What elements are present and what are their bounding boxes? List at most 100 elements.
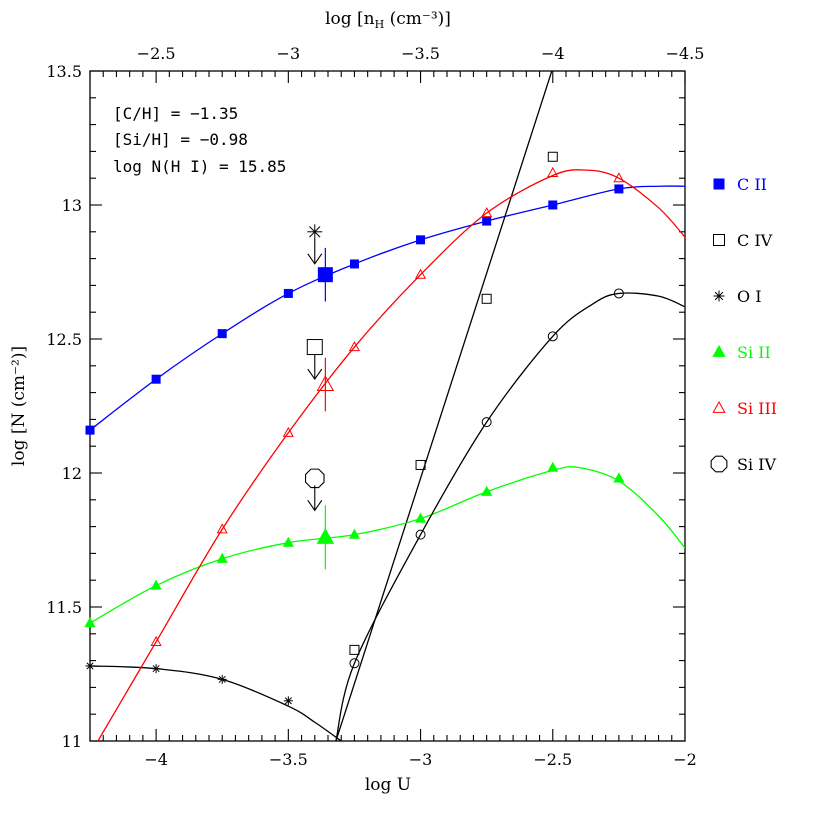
point-si-ii [282, 536, 294, 547]
point-c-iv [415, 459, 426, 470]
legend-label-si-iii: Si III [737, 399, 777, 418]
legend-marker-si-ii [712, 344, 726, 357]
point-c-ii [614, 184, 624, 194]
point-si-iv [613, 288, 624, 299]
point-si-iv [481, 417, 492, 428]
x-tick-label: −3 [409, 750, 433, 769]
point-o-i [151, 664, 161, 674]
top-tick-label: −3 [277, 44, 301, 63]
point-si-iv [415, 529, 426, 540]
upper-limit-arrowhead [307, 500, 323, 512]
legend-label-si-iv: Si IV [737, 455, 776, 474]
model-curves [90, 71, 685, 741]
curve-o-i [90, 665, 342, 741]
legend-label-o-i: O I [737, 287, 762, 306]
point-si-ii [547, 461, 559, 472]
legend-label-c-iv: C IV [737, 231, 773, 250]
point-si-iii [216, 523, 228, 534]
point-o-i [85, 661, 95, 671]
point-si-ii [84, 617, 96, 628]
point-c-iv [547, 151, 558, 162]
point-si-ii [481, 485, 493, 496]
x-tick-label: −4 [144, 750, 168, 769]
x-axis-label: log U [365, 775, 411, 795]
upper-limit-si-iv [304, 468, 325, 489]
y-tick-label: 13.5 [46, 62, 82, 81]
observed-c-ii [317, 267, 333, 283]
upper-limit-o-i [307, 224, 323, 240]
legend-label-si-ii: Si II [737, 343, 771, 362]
point-si-ii [348, 528, 361, 539]
asterisk-stroke [152, 665, 160, 673]
point-c-ii [416, 235, 426, 245]
point-o-i [217, 674, 227, 684]
point-c-ii [85, 425, 95, 435]
curve-si-iv [335, 292, 685, 741]
x-tick-label: −2 [673, 750, 697, 769]
annotation-nhi: log N(H I) = 15.85 [113, 157, 286, 176]
legend-marker-c-iv [713, 234, 725, 246]
point-si-iii [613, 172, 625, 183]
legend-marker-si-iii [712, 400, 726, 413]
x-tick-label: −2.5 [533, 750, 572, 769]
point-si-iv [349, 658, 360, 669]
y-tick-label: 12.5 [46, 330, 82, 349]
point-c-iv [481, 293, 492, 304]
point-si-iii [282, 426, 294, 437]
top-tick-label: −4.5 [666, 44, 705, 63]
curve-si-iii [97, 169, 685, 741]
y-tick-label: 13 [62, 196, 82, 215]
legend-marker-si-iv [710, 455, 728, 473]
curve-c-iv [335, 71, 553, 741]
upper-limit-arrowhead [307, 253, 323, 265]
point-si-iii [414, 268, 427, 279]
x-tick-label: −3.5 [269, 750, 308, 769]
upper-limit-arrowhead [307, 368, 323, 380]
point-si-iii [150, 635, 162, 646]
point-c-ii [548, 200, 558, 210]
curve-c-ii [90, 185, 685, 431]
point-c-ii [151, 374, 161, 384]
observed-si-ii [316, 528, 335, 544]
top-tick-label: −3.5 [401, 44, 440, 63]
point-si-iv [547, 331, 558, 342]
y-tick-label: 11.5 [46, 598, 82, 617]
top-tick-label: −2.5 [137, 44, 176, 63]
point-c-ii [283, 288, 293, 298]
point-si-ii [216, 552, 228, 563]
curve-si-ii [90, 465, 685, 624]
y-tick-label: 12 [62, 464, 82, 483]
data-markers [84, 151, 625, 706]
observations [304, 224, 335, 570]
asterisk-stroke [714, 291, 724, 301]
observed-si-iii [316, 375, 335, 392]
legend-marker-o-i [713, 290, 725, 302]
annotation-si-h: [Si/H] = −0.98 [113, 130, 248, 149]
point-o-i [283, 696, 293, 706]
asterisk-stroke [284, 697, 292, 705]
point-c-iv [349, 644, 360, 655]
legend: C II C IV O I Si II Si III Si IV [710, 175, 777, 474]
point-si-ii [613, 472, 625, 483]
point-si-ii [150, 579, 162, 590]
plot-frame [89, 70, 686, 742]
point-si-ii [414, 512, 427, 523]
y-tick-label: 11 [62, 732, 82, 751]
point-si-iii [481, 207, 493, 218]
asterisk-stroke [218, 675, 226, 683]
upper-limit-c-iv [306, 339, 323, 356]
point-si-iii [547, 166, 559, 177]
annotation-c-h: [C/H] = −1.35 [113, 104, 238, 123]
top-axis-label: log [nH (cm⁻³)] [325, 9, 451, 31]
point-si-iii [348, 341, 361, 352]
point-c-ii [217, 329, 227, 339]
legend-label-c-ii: C II [737, 175, 767, 194]
asterisk-stroke [86, 662, 94, 670]
ticks: −4 −3.5 −3 −2.5 −2 −2.5 −3 −3.5 −4 −4.5 11 11.5 12 12… [46, 44, 704, 769]
asterisk-stroke [309, 226, 321, 238]
point-c-ii [482, 216, 492, 226]
legend-marker-c-ii [713, 178, 725, 190]
top-tick-label: −4 [541, 44, 565, 63]
y-axis-label: log [N (cm⁻²)] [9, 346, 29, 466]
